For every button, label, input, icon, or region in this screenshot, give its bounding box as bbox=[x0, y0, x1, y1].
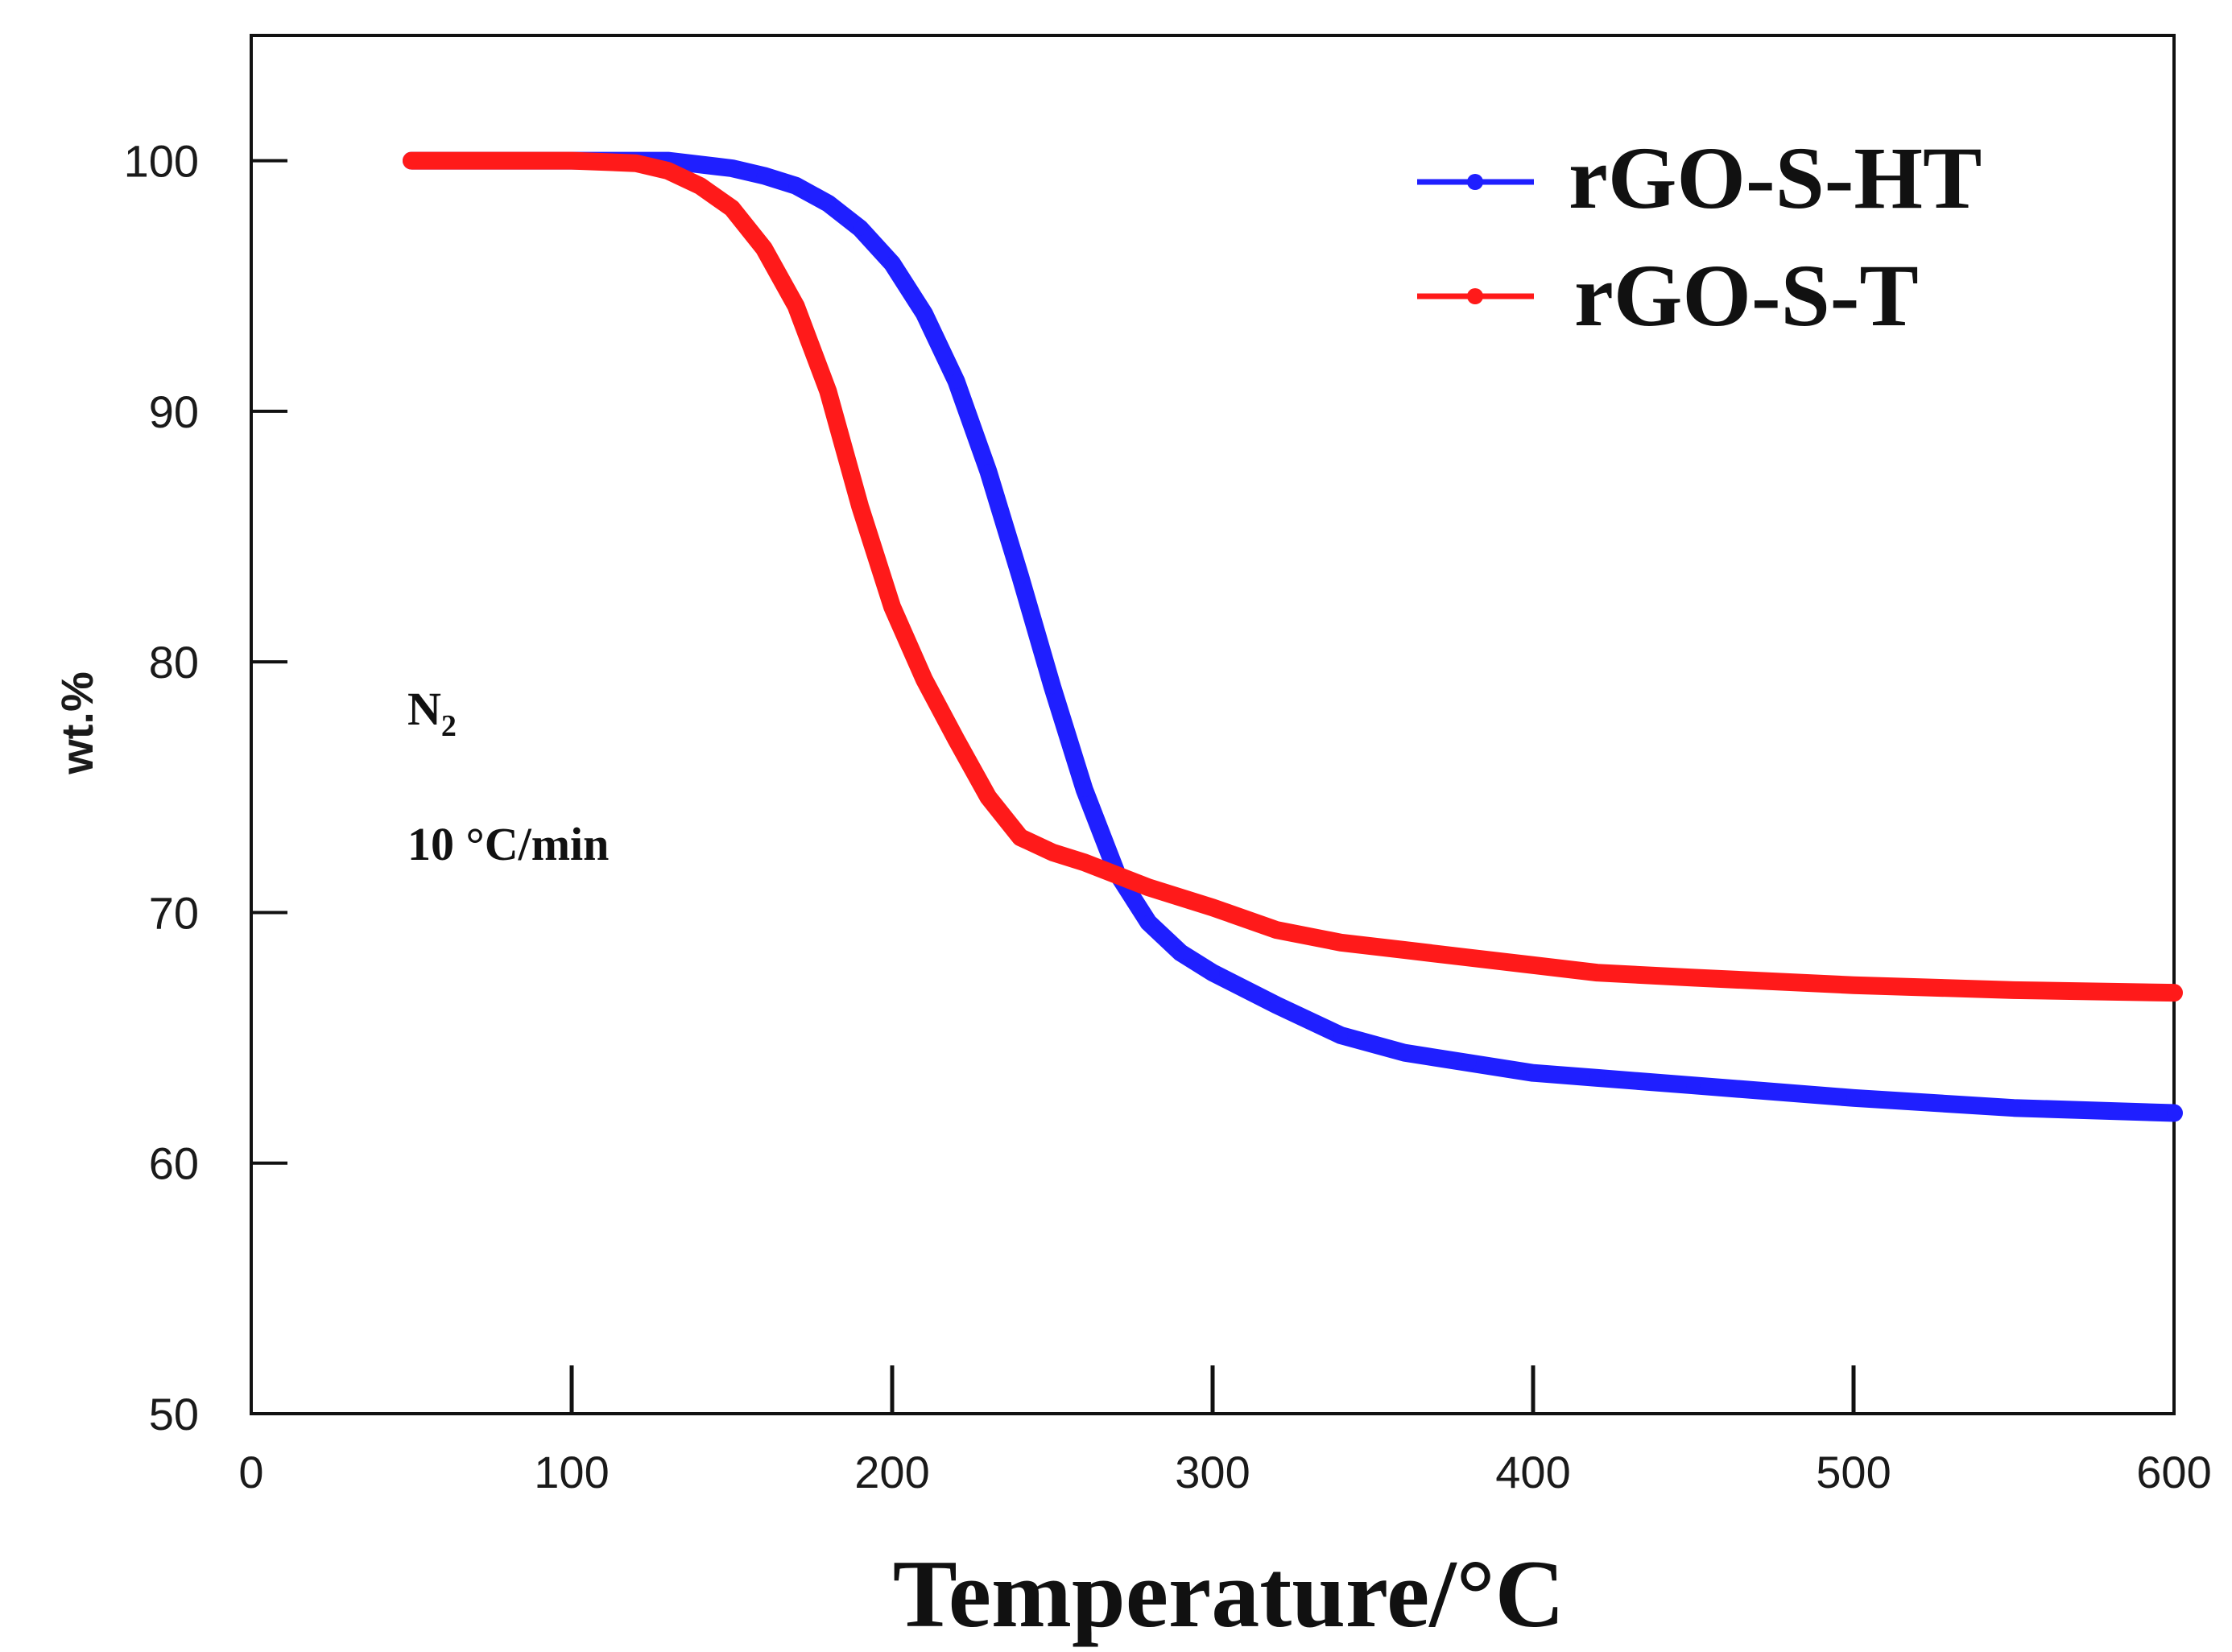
data-point-rgo-s-ht bbox=[1045, 679, 1060, 695]
data-point-rgo-s-ht bbox=[1589, 1070, 1605, 1085]
data-point-rgo-s-ht bbox=[1141, 915, 1156, 930]
data-point-rgo-s-ht bbox=[1397, 1045, 1412, 1060]
x-tick-label: 500 bbox=[1816, 1447, 1891, 1497]
x-tick-label: 100 bbox=[534, 1447, 609, 1497]
data-point-rgo-s-ht bbox=[756, 168, 771, 184]
data-point-rgo-s-t bbox=[1686, 970, 1701, 985]
data-point-rgo-s-t bbox=[1397, 943, 1412, 958]
heating-rate-annotation: 10 °C/min bbox=[407, 818, 609, 870]
data-point-rgo-s-t bbox=[1205, 900, 1220, 915]
legend-marker-rgo-s-ht bbox=[1467, 174, 1483, 190]
data-point-rgo-s-ht bbox=[1269, 997, 1284, 1013]
data-point-rgo-s-ht bbox=[1013, 569, 1028, 584]
data-point-rgo-s-t bbox=[404, 153, 419, 168]
data-point-rgo-s-ht bbox=[981, 464, 996, 479]
x-tick-label: 200 bbox=[854, 1447, 929, 1497]
data-point-rgo-s-ht bbox=[1333, 1028, 1349, 1043]
data-point-rgo-s-ht bbox=[1526, 1065, 1540, 1080]
legend: rGO-S-HT rGO-S-T bbox=[1417, 129, 1982, 345]
x-tick-label: 600 bbox=[2136, 1447, 2211, 1497]
atmosphere-main: N bbox=[407, 683, 441, 735]
data-point-rgo-s-t bbox=[1077, 855, 1092, 870]
data-point-rgo-s-ht bbox=[820, 196, 836, 211]
data-point-rgo-s-t bbox=[1846, 977, 1861, 993]
legend-label-rgo-s-ht: rGO-S-HT bbox=[1569, 129, 1982, 227]
data-point-rgo-s-ht bbox=[853, 221, 868, 236]
data-point-rgo-s-t bbox=[916, 672, 932, 687]
data-point-rgo-s-t bbox=[1526, 957, 1540, 973]
data-point-rgo-s-t bbox=[981, 790, 996, 805]
data-point-rgo-s-ht bbox=[1461, 1055, 1477, 1071]
data-point-rgo-s-t bbox=[1461, 950, 1477, 965]
data-point-rgo-s-t bbox=[1045, 845, 1060, 860]
y-tick-label: 50 bbox=[149, 1389, 199, 1439]
series-layer bbox=[403, 151, 2183, 1122]
data-point-rgo-s-t bbox=[949, 732, 964, 747]
y-tick-label: 80 bbox=[149, 637, 199, 688]
data-point-rgo-s-t bbox=[1589, 965, 1605, 981]
data-point-rgo-s-ht bbox=[725, 161, 739, 176]
x-axis-ticks: 0 100 200 300 400 500 600 bbox=[238, 1365, 2212, 1497]
plot-frame bbox=[250, 34, 2176, 1415]
legend-marker-rgo-s-t bbox=[1467, 288, 1483, 304]
data-point-rgo-s-ht bbox=[2167, 1105, 2181, 1121]
atmosphere-annotation: N2 bbox=[407, 683, 457, 743]
x-tick-label: 0 bbox=[238, 1447, 263, 1497]
data-point-rgo-s-t bbox=[788, 299, 804, 314]
data-point-rgo-s-t bbox=[1013, 830, 1028, 845]
data-point-rgo-s-t bbox=[1333, 935, 1349, 950]
data-point-rgo-s-t bbox=[756, 241, 771, 256]
data-point-rgo-s-t bbox=[2007, 982, 2021, 997]
data-point-rgo-s-t bbox=[820, 384, 836, 399]
data-point-rgo-s-t bbox=[564, 153, 579, 168]
data-point-rgo-s-t bbox=[2167, 985, 2181, 1001]
data-point-rgo-s-t bbox=[660, 163, 676, 179]
data-point-rgo-s-t bbox=[885, 599, 899, 614]
data-point-rgo-s-ht bbox=[949, 374, 964, 389]
data-point-rgo-s-t bbox=[1109, 867, 1124, 882]
y-axis-ticks: 50 60 70 80 90 100 bbox=[124, 136, 287, 1439]
legend-label-rgo-s-t: rGO-S-T bbox=[1574, 246, 1919, 345]
data-point-rgo-s-t bbox=[1269, 923, 1284, 938]
x-tick-label: 400 bbox=[1495, 1447, 1570, 1497]
x-tick-label: 300 bbox=[1175, 1447, 1250, 1497]
data-point-rgo-s-ht bbox=[1686, 1078, 1701, 1093]
y-tick-label: 90 bbox=[149, 386, 199, 437]
data-point-rgo-s-ht bbox=[1205, 965, 1220, 981]
data-point-rgo-s-ht bbox=[916, 306, 932, 321]
data-point-rgo-s-t bbox=[628, 155, 643, 171]
data-point-rgo-s-ht bbox=[2007, 1101, 2021, 1116]
data-point-rgo-s-t bbox=[853, 499, 868, 514]
data-point-rgo-s-ht bbox=[788, 178, 804, 193]
data-point-rgo-s-ht bbox=[1173, 945, 1188, 960]
data-point-rgo-s-t bbox=[1141, 880, 1156, 895]
data-point-rgo-s-ht bbox=[885, 256, 899, 271]
y-tick-label: 100 bbox=[124, 136, 199, 187]
y-axis-title: wt.% bbox=[52, 671, 102, 775]
atmosphere-subscript: 2 bbox=[441, 709, 457, 743]
data-point-rgo-s-ht bbox=[1077, 782, 1092, 797]
data-point-rgo-s-t bbox=[725, 200, 739, 216]
y-tick-label: 70 bbox=[149, 887, 199, 938]
data-point-rgo-s-ht bbox=[1846, 1090, 1861, 1105]
x-axis-title: Temperature/°C bbox=[893, 1540, 1565, 1647]
data-point-rgo-s-t bbox=[692, 178, 708, 193]
y-tick-label: 60 bbox=[149, 1138, 199, 1189]
